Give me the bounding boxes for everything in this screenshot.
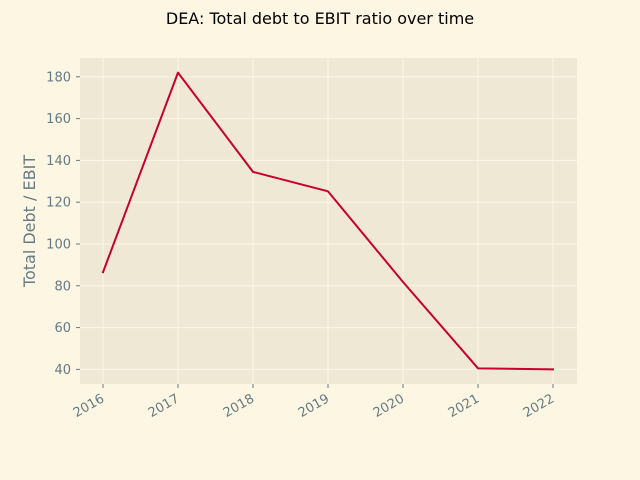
x-tick-label: 2022 [521, 391, 557, 421]
y-tick-label: 120 [46, 196, 71, 211]
y-tick-label: 180 [46, 70, 71, 85]
x-tick-label: 2019 [296, 391, 332, 421]
series-line [101, 71, 555, 371]
y-tick-label: 100 [46, 237, 71, 252]
x-tick-label: 2018 [221, 391, 257, 421]
y-tick-label: 80 [54, 279, 71, 294]
x-axis: 2016 2017 2018 2019 2020 2021 2022 [71, 384, 557, 421]
chart-title: DEA: Total debt to EBIT ratio over time [166, 9, 474, 28]
x-tick-label: 2020 [371, 391, 407, 421]
y-tick-label: 60 [54, 321, 71, 336]
grid-lines [80, 58, 577, 384]
x-tick-label: 2016 [71, 391, 107, 421]
y-axis: 40 60 80 100 120 140 160 180 [46, 70, 80, 378]
x-tick-label: 2021 [446, 391, 482, 421]
y-axis-label: Total Debt / EBIT [20, 155, 39, 288]
series-layer [101, 71, 555, 371]
y-tick-label: 40 [54, 363, 71, 378]
y-tick-label: 140 [46, 154, 71, 169]
x-tick-label: 2017 [146, 391, 182, 421]
y-tick-label: 160 [46, 112, 71, 127]
